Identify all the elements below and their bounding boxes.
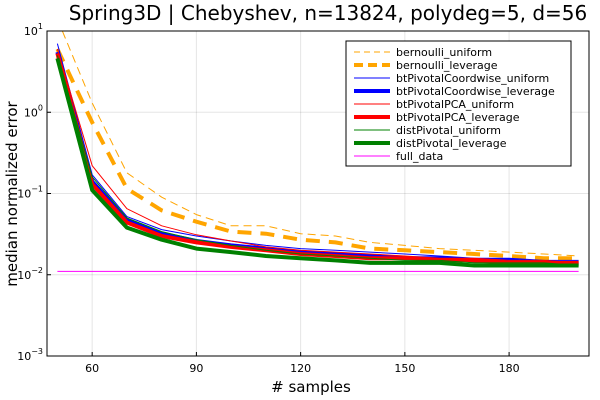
legend: bernoulli_uniformbernoulli_leveragebtPiv…: [345, 40, 572, 167]
legend-label: full_data: [396, 150, 443, 163]
legend-label: distPivotal_leverage: [396, 137, 507, 150]
x-tick-label: 90: [189, 362, 203, 375]
legend-label: distPivotal_uniform: [396, 124, 501, 137]
x-tick-label: 60: [85, 362, 99, 375]
y-axis-label: median normalized error: [3, 100, 21, 286]
legend-label: bernoulli_leverage: [396, 59, 498, 72]
series-lines: [55, 31, 579, 272]
x-tick-label: 120: [290, 362, 311, 375]
legend-label: btPivotalCoordwise_leverage: [396, 85, 555, 98]
series-line-btPivotalPCA_uniform: [56, 48, 579, 264]
series-line-distPivotal_uniform: [56, 55, 579, 266]
y-tick-label: 10−3: [17, 347, 43, 363]
y-tick-label: 101: [24, 22, 43, 38]
legend-label: btPivotalPCA_uniform: [396, 98, 514, 111]
series-line-bernoulli_uniform: [61, 31, 579, 257]
series-line-bernoulli_leverage: [55, 48, 579, 261]
y-tick-label: 10−2: [17, 266, 43, 282]
x-tick-label: 180: [499, 362, 520, 375]
y-ticks: 10−3 10−2 10−1 100 101: [17, 22, 51, 363]
legend-label: bernoulli_uniform: [396, 46, 492, 59]
x-axis-label: # samples: [271, 378, 351, 396]
y-tick-label: 10−1: [17, 185, 43, 201]
y-tick-label: 100: [24, 103, 43, 119]
legend-label: btPivotalCoordwise_uniform: [396, 72, 549, 85]
chart-title: Spring3D | Chebyshev, n=13824, polydeg=5…: [69, 1, 587, 25]
x-ticks: 60 90 120 150 180: [85, 352, 520, 375]
x-tick-label: 150: [394, 362, 415, 375]
series-line-btPivotalCoordwise_uniform: [56, 43, 579, 261]
series-line-distPivotal_leverage: [55, 57, 579, 268]
legend-label: btPivotalPCA_leverage: [396, 111, 520, 124]
